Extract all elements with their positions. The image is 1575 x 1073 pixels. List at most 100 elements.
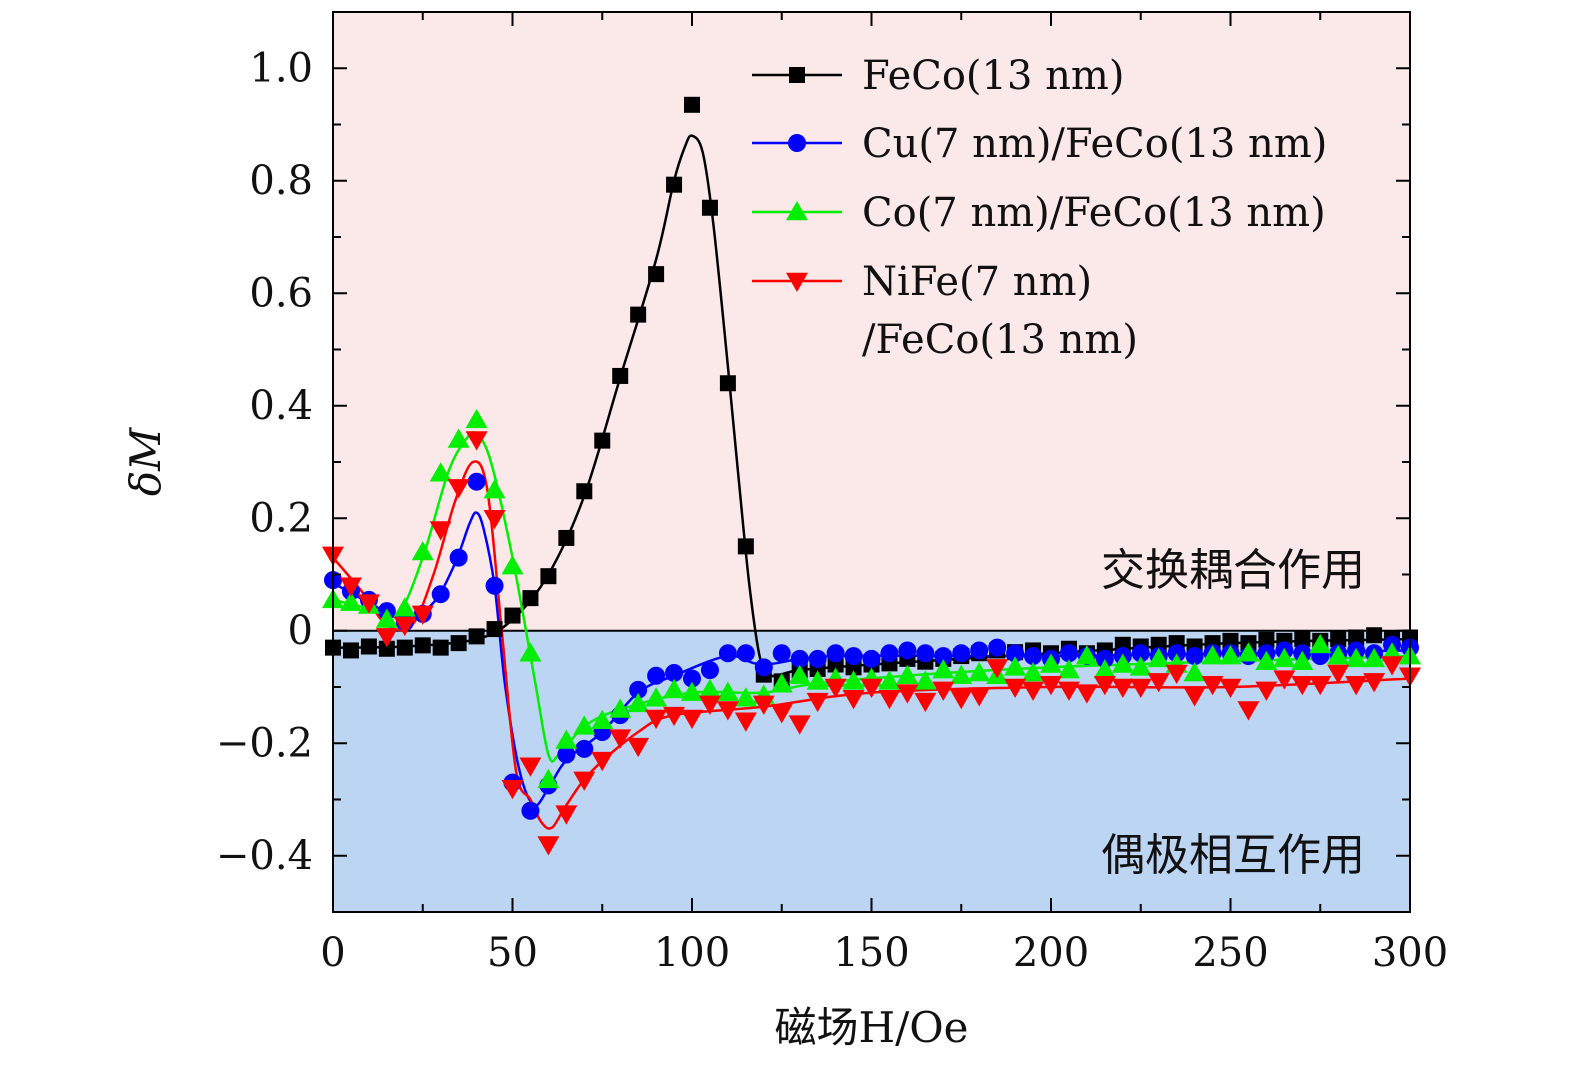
- data-point: [844, 647, 863, 666]
- data-point: [896, 684, 919, 704]
- data-point: [519, 757, 542, 777]
- data-point: [627, 692, 650, 713]
- data-point: [1111, 678, 1134, 698]
- data-point: [1129, 656, 1152, 676]
- data-point: [558, 529, 575, 546]
- data-point: [986, 659, 1009, 679]
- legend-item-1: Cu(7 nm)/FeCo(13 nm): [752, 121, 1327, 167]
- legend-label: NiFe(7 nm): [862, 259, 1092, 305]
- background-regions: [333, 12, 1410, 912]
- data-point: [465, 408, 488, 429]
- y-tick-label: 1.0: [249, 45, 313, 91]
- data-point: [1255, 681, 1278, 701]
- data-point: [1330, 631, 1347, 648]
- data-point: [1075, 645, 1098, 665]
- data-point: [647, 666, 666, 685]
- data-point: [698, 695, 721, 715]
- data-point: [806, 692, 829, 713]
- data-point: [878, 670, 901, 690]
- data-point: [522, 590, 539, 607]
- data-point: [665, 663, 684, 682]
- y-tick-label: 0.8: [249, 158, 313, 204]
- data-point: [1024, 647, 1043, 666]
- data-point: [629, 680, 648, 699]
- data-point: [1004, 678, 1027, 698]
- legend-label: Co(7 nm)/FeCo(13 nm): [862, 190, 1326, 236]
- data-point: [681, 709, 703, 729]
- data-point: [1095, 649, 1114, 668]
- data-point: [1093, 659, 1116, 679]
- x-tick-label: 100: [654, 930, 730, 976]
- legend-label: /FeCo(13 nm): [862, 317, 1138, 363]
- data-point: [627, 737, 650, 758]
- data-point: [1185, 647, 1204, 666]
- data-point: [1006, 644, 1025, 663]
- data-point: [360, 638, 377, 655]
- data-point: [968, 687, 991, 707]
- data-point: [468, 628, 485, 645]
- data-point: [1167, 644, 1186, 663]
- data-point: [375, 608, 398, 628]
- data-point: [540, 568, 557, 585]
- data-point: [898, 641, 917, 660]
- data-point: [465, 431, 488, 451]
- data-point: [432, 639, 449, 656]
- data-point: [339, 591, 362, 611]
- data-point: [862, 649, 881, 668]
- data-point: [393, 616, 416, 637]
- data-point: [1327, 645, 1350, 665]
- data-point: [950, 690, 973, 710]
- data-point: [914, 670, 937, 690]
- data-point: [555, 729, 578, 749]
- data-point: [860, 678, 883, 698]
- y-tick-label: 0: [288, 608, 313, 654]
- data-point: [772, 644, 791, 663]
- data-point: [1363, 647, 1386, 668]
- data-point: [1093, 675, 1116, 696]
- legend-item-2: Co(7 nm)/FeCo(13 nm): [752, 190, 1326, 236]
- data-point: [1327, 664, 1350, 684]
- data-point: [645, 687, 668, 707]
- data-point: [970, 641, 989, 660]
- data-point: [932, 681, 955, 701]
- y-tick-label: 0.6: [249, 270, 313, 316]
- legend-marker: [788, 134, 806, 152]
- data-point: [666, 176, 683, 193]
- data-point: [806, 670, 829, 690]
- data-point: [718, 644, 737, 663]
- data-point: [934, 647, 953, 666]
- y-tick-label: 0.2: [249, 495, 313, 541]
- data-point: [1129, 678, 1152, 698]
- data-point: [501, 780, 524, 800]
- data-point: [1291, 650, 1314, 670]
- data-point: [573, 715, 596, 735]
- data-point: [752, 695, 775, 715]
- legend-item-0: FeCo(13 nm): [752, 53, 1124, 99]
- data-point: [342, 642, 359, 659]
- y-tick-label: −0.2: [216, 720, 313, 766]
- data-point: [555, 805, 578, 825]
- data-point: [1059, 644, 1078, 663]
- x-tick-label: 50: [487, 930, 538, 976]
- data-point: [842, 670, 865, 690]
- x-tick-label: 0: [320, 930, 345, 976]
- data-point: [663, 706, 686, 727]
- data-point: [612, 367, 629, 384]
- data-point: [770, 704, 793, 724]
- data-point: [842, 690, 865, 710]
- series-2-points: [322, 408, 1421, 789]
- data-point: [698, 678, 721, 699]
- data-point: [504, 607, 521, 624]
- data-point: [450, 635, 467, 652]
- data-point: [483, 510, 506, 530]
- data-point: [537, 768, 560, 789]
- data-point: [1363, 673, 1386, 693]
- data-point: [1165, 664, 1188, 684]
- data-point: [449, 548, 468, 567]
- region-label-exchange: 交换耦合作用: [1101, 545, 1365, 596]
- data-point: [486, 621, 503, 638]
- data-point: [1219, 678, 1242, 698]
- legend-label: Cu(7 nm)/FeCo(13 nm): [862, 121, 1327, 167]
- data-point: [591, 751, 614, 772]
